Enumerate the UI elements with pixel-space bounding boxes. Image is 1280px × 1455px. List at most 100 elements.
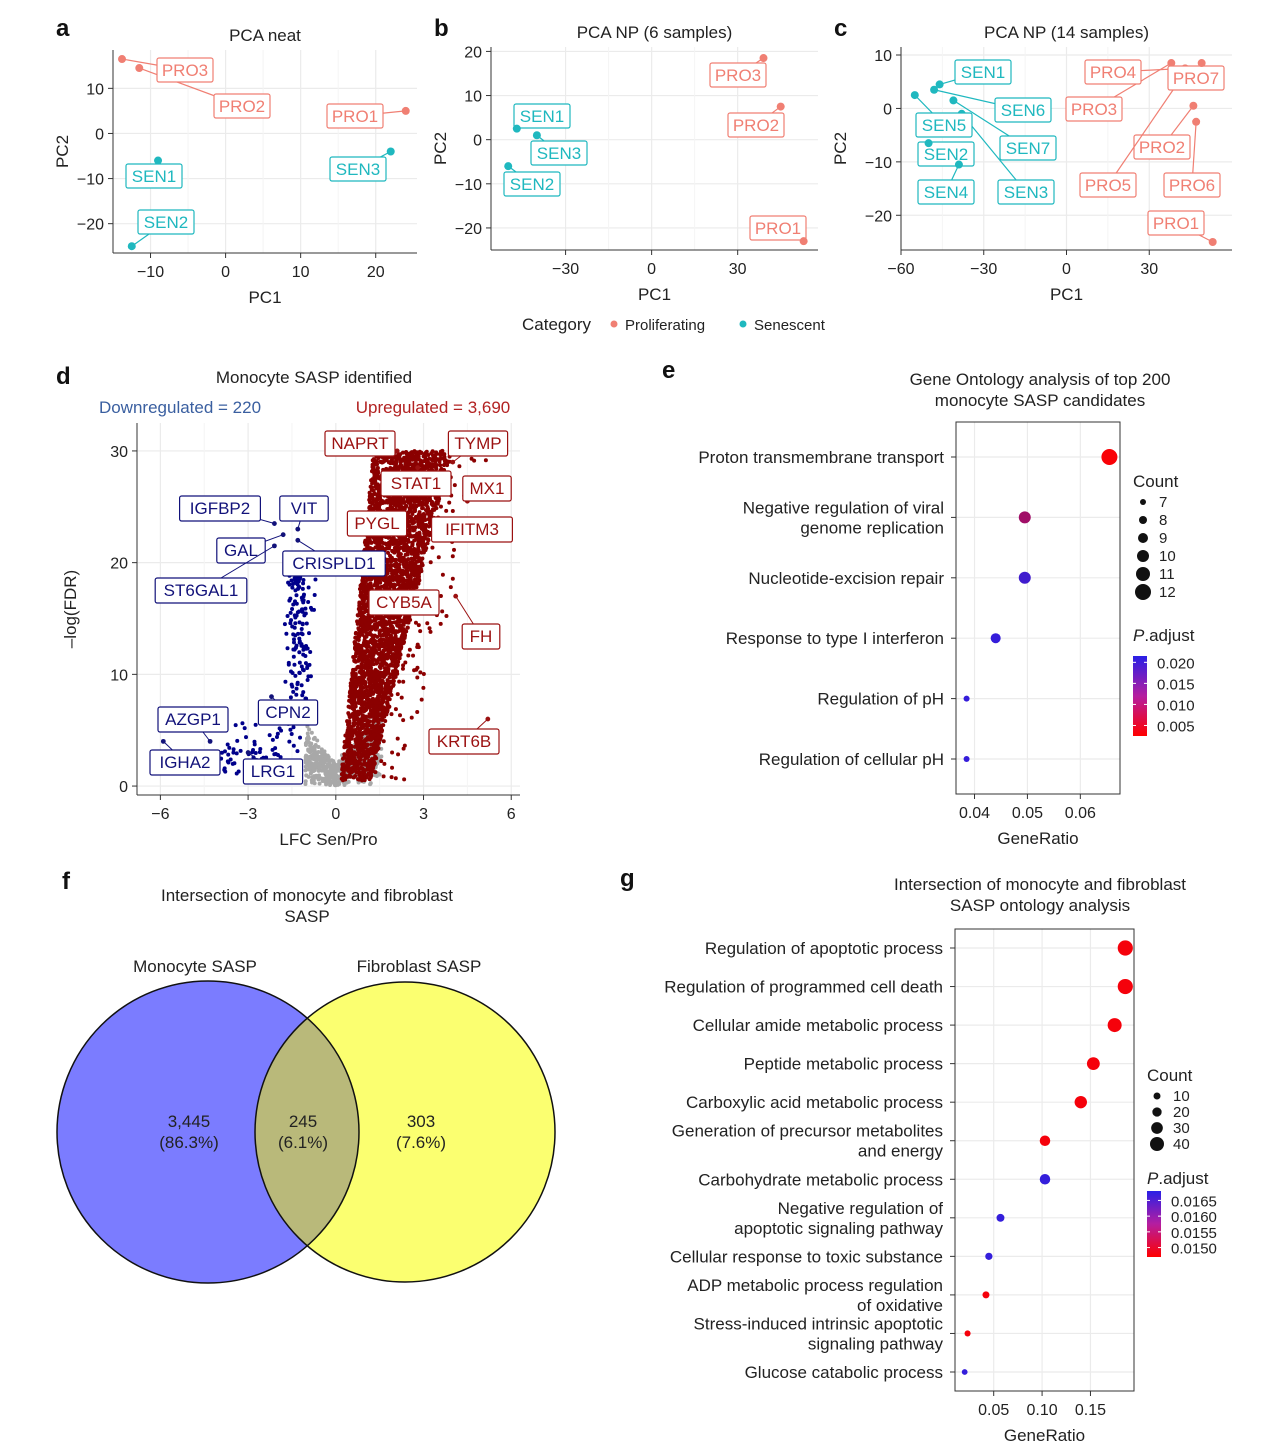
up-point [355, 747, 360, 752]
up-point [404, 558, 409, 563]
up-point [347, 694, 352, 699]
ns-point [306, 740, 311, 745]
y-tick-label: −10 [455, 177, 482, 194]
up-point [391, 682, 396, 687]
down-point [231, 747, 236, 752]
x-tick-label: 0 [1062, 261, 1071, 278]
up-point [364, 731, 369, 736]
plot-frame [955, 421, 1121, 795]
gene-label-igfbp2: IGFBP2 [190, 499, 250, 518]
data-point-pro1 [401, 106, 410, 115]
up-point [357, 606, 362, 611]
up-point [395, 736, 400, 741]
up-point [379, 728, 384, 733]
up-point [352, 673, 357, 678]
up-point [346, 704, 351, 709]
down-point [275, 753, 280, 758]
gene-label-igha2: IGHA2 [159, 753, 210, 772]
down-point [234, 771, 239, 776]
ns-point [332, 772, 337, 777]
up-point [362, 758, 367, 763]
ns-point [303, 779, 308, 784]
up-point [377, 740, 382, 745]
down-point [228, 757, 233, 762]
up-point [352, 768, 357, 773]
up-point [378, 580, 383, 585]
up-point [417, 543, 422, 548]
up-point [363, 745, 368, 750]
down-point [285, 646, 290, 651]
up-point [367, 506, 372, 511]
down-point [291, 689, 296, 694]
up-point [388, 623, 393, 628]
up-point [379, 759, 384, 764]
size-legend-label: 9 [1159, 530, 1167, 547]
up-point [355, 621, 360, 626]
up-point [357, 649, 362, 654]
down-point [219, 750, 224, 755]
up-point [371, 733, 376, 738]
gene-label-crispld1: CRISPLD1 [292, 554, 375, 573]
up-point [419, 515, 424, 520]
data-point-sen5 [910, 91, 919, 100]
down-point [291, 602, 296, 607]
point-label-pro2: PRO2 [1139, 138, 1185, 157]
down-point [291, 743, 296, 748]
up-point [373, 504, 378, 509]
up-point [414, 585, 419, 590]
ns-point [331, 759, 336, 764]
up-point [364, 622, 369, 627]
down-point [288, 610, 293, 615]
term-dot [1101, 449, 1118, 465]
up-point [361, 685, 366, 690]
up-point [401, 718, 406, 723]
ns-point [305, 737, 310, 742]
gene-label-azgp1: AZGP1 [165, 710, 221, 729]
data-point-pro3 [118, 55, 127, 64]
ns-point [316, 776, 321, 781]
category-legend: Category Proliferating Senescent [522, 315, 826, 334]
label-box [709, 62, 767, 88]
up-point [387, 496, 392, 501]
up-point [358, 696, 363, 701]
up-point [342, 766, 347, 771]
up-point [352, 640, 357, 645]
y-tick-label: 0 [95, 126, 104, 143]
x-tick-label: 6 [507, 806, 516, 823]
up-point [387, 628, 392, 633]
down-point [307, 631, 312, 636]
point-label-pro2: PRO2 [733, 116, 779, 135]
up-point [385, 706, 390, 711]
y-tick-label: 10 [874, 48, 892, 65]
up-point [410, 462, 415, 467]
up-point [370, 714, 375, 719]
up-point [353, 631, 358, 636]
ns-point [368, 781, 373, 786]
down-point [293, 673, 298, 678]
down-point [289, 618, 294, 623]
y-axis-title: PC2 [53, 135, 72, 168]
up-point [365, 577, 370, 582]
up-point [364, 634, 369, 639]
y-tick-label: −20 [865, 208, 892, 225]
up-point [352, 717, 357, 722]
down-point [304, 644, 309, 649]
ns-point [313, 743, 318, 748]
up-point [370, 709, 375, 714]
up-point [394, 659, 399, 664]
up-point [415, 710, 420, 715]
term-label-line: Nucleotide-excision repair [748, 569, 944, 588]
up-point [391, 541, 396, 546]
up-point [399, 695, 404, 700]
panel-letter-g: g [620, 865, 635, 892]
up-point [405, 615, 410, 620]
up-point [426, 453, 431, 458]
up-point [389, 712, 394, 717]
up-point [370, 748, 375, 753]
up-point [351, 721, 356, 726]
up-point [406, 653, 411, 658]
up-point [388, 635, 393, 640]
ns-point [319, 747, 324, 752]
up-point [353, 701, 358, 706]
